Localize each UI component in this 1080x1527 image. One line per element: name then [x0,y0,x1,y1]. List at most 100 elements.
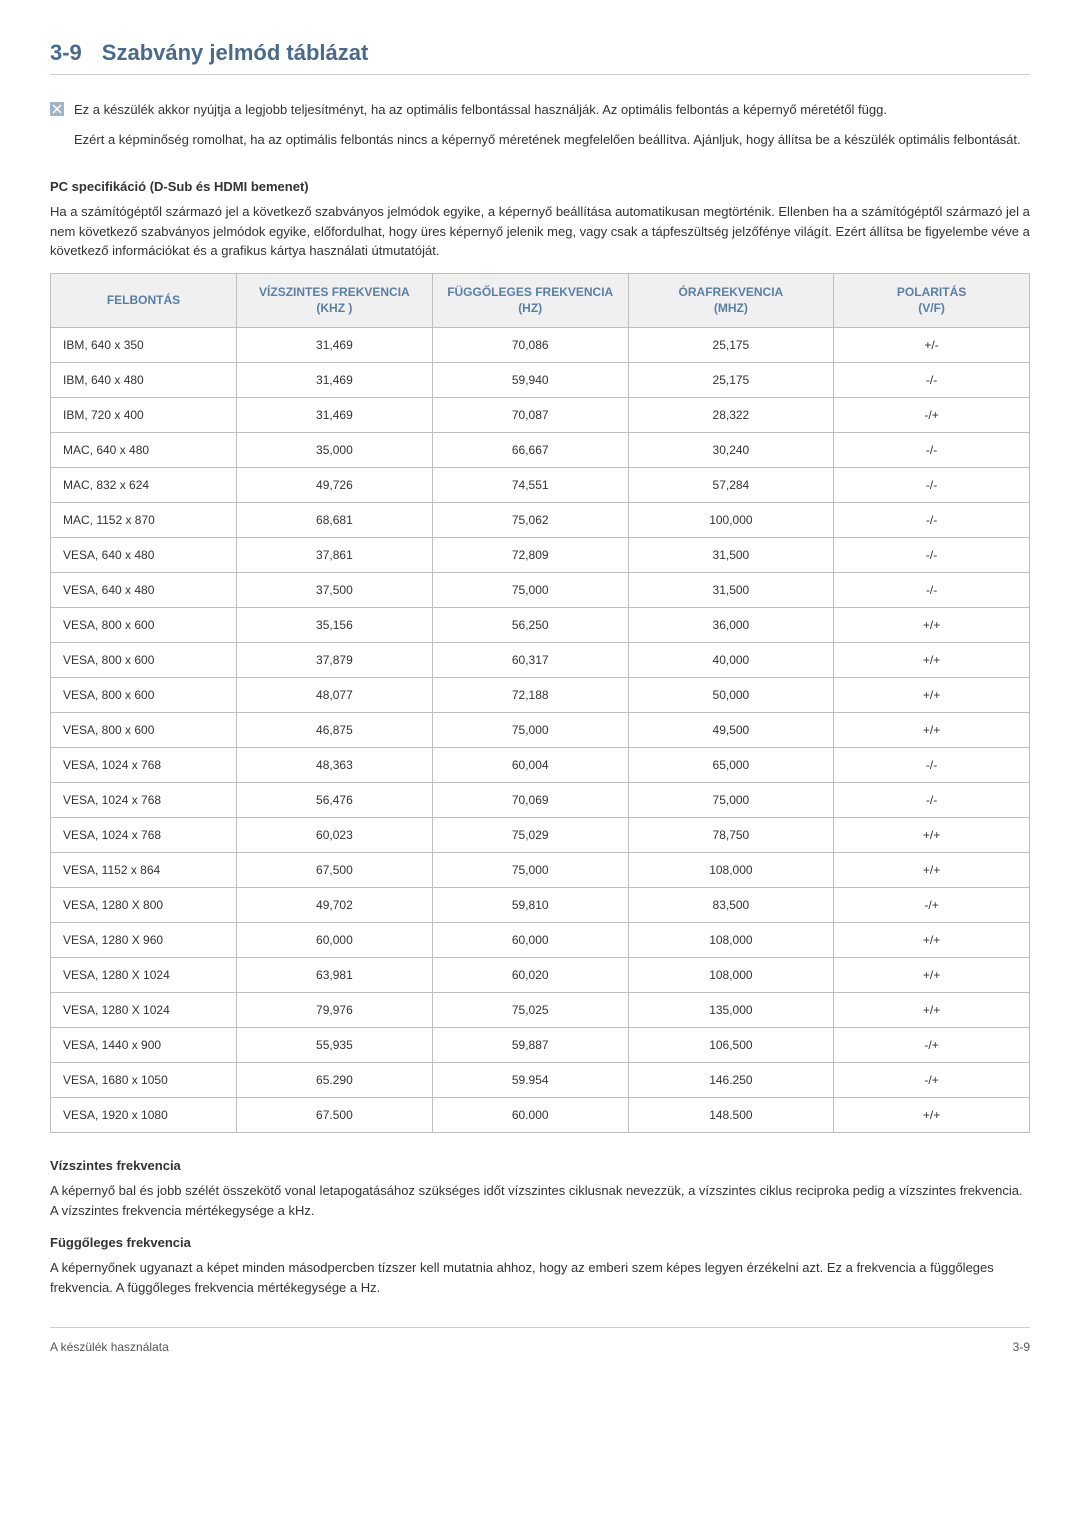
table-row: VESA, 640 x 48037,86172,80931,500-/- [51,538,1030,573]
table-cell: +/+ [834,713,1030,748]
table-row: VESA, 1024 x 76856,47670,06975,000-/- [51,783,1030,818]
table-cell: 70,086 [432,328,628,363]
table-cell: VESA, 1280 X 800 [51,888,237,923]
table-cell: MAC, 1152 x 870 [51,503,237,538]
table-cell: -/+ [834,1028,1030,1063]
table-cell: +/+ [834,608,1030,643]
table-cell: VESA, 1440 x 900 [51,1028,237,1063]
table-cell: 49,726 [237,468,433,503]
table-cell: 59,887 [432,1028,628,1063]
table-cell: 108,000 [628,923,834,958]
table-row: VESA, 800 x 60048,07772,18850,000+/+ [51,678,1030,713]
table-cell: 83,500 [628,888,834,923]
table-cell: 75,000 [432,713,628,748]
table-cell: 50,000 [628,678,834,713]
table-cell: 75,000 [628,783,834,818]
note-p2: Ezért a képminőség romolhat, ha az optim… [74,130,1021,150]
table-cell: VESA, 640 x 480 [51,538,237,573]
horizfreq-title: Vízszintes frekvencia [50,1158,1030,1173]
pcspec-text: Ha a számítógéptől származó jel a követk… [50,202,1030,261]
vertfreq-text: A képernyőnek ugyanazt a képet minden má… [50,1258,1030,1297]
table-header-cell: VÍZSZINTES FREKVENCIA(KHZ ) [237,273,433,328]
table-cell: IBM, 720 x 400 [51,398,237,433]
table-cell: VESA, 640 x 480 [51,573,237,608]
table-cell: 30,240 [628,433,834,468]
table-row: MAC, 832 x 62449,72674,55157,284-/- [51,468,1030,503]
table-cell: +/+ [834,1098,1030,1133]
table-cell: 67.500 [237,1098,433,1133]
table-cell: 48,363 [237,748,433,783]
table-cell: 31,469 [237,363,433,398]
section-number: 3-9 [50,40,82,66]
table-cell: VESA, 800 x 600 [51,678,237,713]
table-cell: 36,000 [628,608,834,643]
table-cell: 148.500 [628,1098,834,1133]
table-cell: 31,500 [628,573,834,608]
table-row: VESA, 1280 X 102479,97675,025135,000+/+ [51,993,1030,1028]
table-cell: -/- [834,538,1030,573]
table-cell: 48,077 [237,678,433,713]
table-cell: 60,000 [432,923,628,958]
table-header-cell: ÓRAFREKVENCIA(MHZ) [628,273,834,328]
table-cell: -/- [834,433,1030,468]
table-row: MAC, 640 x 48035,00066,66730,240-/- [51,433,1030,468]
table-cell: 63,981 [237,958,433,993]
footer-left: A készülék használata [50,1340,169,1354]
signal-mode-table: FELBONTÁSVÍZSZINTES FREKVENCIA(KHZ )FÜGG… [50,273,1030,1134]
table-header-row: FELBONTÁSVÍZSZINTES FREKVENCIA(KHZ )FÜGG… [51,273,1030,328]
table-cell: 31,500 [628,538,834,573]
table-cell: +/+ [834,678,1030,713]
table-row: IBM, 720 x 40031,46970,08728,322-/+ [51,398,1030,433]
table-row: MAC, 1152 x 87068,68175,062100,000-/- [51,503,1030,538]
table-cell: VESA, 1280 X 1024 [51,993,237,1028]
table-cell: 49,500 [628,713,834,748]
table-cell: 60,020 [432,958,628,993]
table-cell: 135,000 [628,993,834,1028]
footer-right: 3-9 [1013,1340,1030,1354]
table-cell: 75,000 [432,573,628,608]
table-cell: 100,000 [628,503,834,538]
table-row: VESA, 1440 x 90055,93559,887106,500-/+ [51,1028,1030,1063]
table-cell: 59,810 [432,888,628,923]
table-cell: 74,551 [432,468,628,503]
table-cell: VESA, 1024 x 768 [51,783,237,818]
table-cell: 37,861 [237,538,433,573]
page-footer: A készülék használata 3-9 [50,1327,1030,1354]
table-row: VESA, 800 x 60037,87960,31740,000+/+ [51,643,1030,678]
table-cell: +/+ [834,818,1030,853]
table-cell: MAC, 640 x 480 [51,433,237,468]
table-cell: 68,681 [237,503,433,538]
table-cell: VESA, 1024 x 768 [51,748,237,783]
note-icon [50,102,64,116]
table-cell: 75,029 [432,818,628,853]
table-cell: 56,476 [237,783,433,818]
table-cell: 75,000 [432,853,628,888]
table-row: VESA, 1680 x 105065.29059.954146.250-/+ [51,1063,1030,1098]
table-cell: -/+ [834,1063,1030,1098]
table-cell: 46,875 [237,713,433,748]
table-cell: 25,175 [628,328,834,363]
table-row: VESA, 1280 X 96060,00060,000108,000+/+ [51,923,1030,958]
table-cell: 72,188 [432,678,628,713]
table-cell: 70,069 [432,783,628,818]
vertfreq-title: Függőleges frekvencia [50,1235,1030,1250]
table-row: VESA, 1920 x 108067.50060.000148.500+/+ [51,1098,1030,1133]
table-cell: 31,469 [237,328,433,363]
table-cell: 28,322 [628,398,834,433]
table-cell: 60,023 [237,818,433,853]
section-title: Szabvány jelmód táblázat [102,40,369,66]
table-cell: 56,250 [432,608,628,643]
table-cell: 65.290 [237,1063,433,1098]
table-cell: -/- [834,468,1030,503]
table-row: VESA, 800 x 60035,15656,25036,000+/+ [51,608,1030,643]
note-p1: Ez a készülék akkor nyújtja a legjobb te… [74,100,1021,120]
table-cell: +/- [834,328,1030,363]
table-cell: -/- [834,363,1030,398]
table-cell: 60,004 [432,748,628,783]
table-cell: 59.954 [432,1063,628,1098]
table-row: IBM, 640 x 48031,46959,94025,175-/- [51,363,1030,398]
table-cell: -/- [834,503,1030,538]
table-cell: 146.250 [628,1063,834,1098]
table-cell: 70,087 [432,398,628,433]
table-row: VESA, 1280 X 80049,70259,81083,500-/+ [51,888,1030,923]
